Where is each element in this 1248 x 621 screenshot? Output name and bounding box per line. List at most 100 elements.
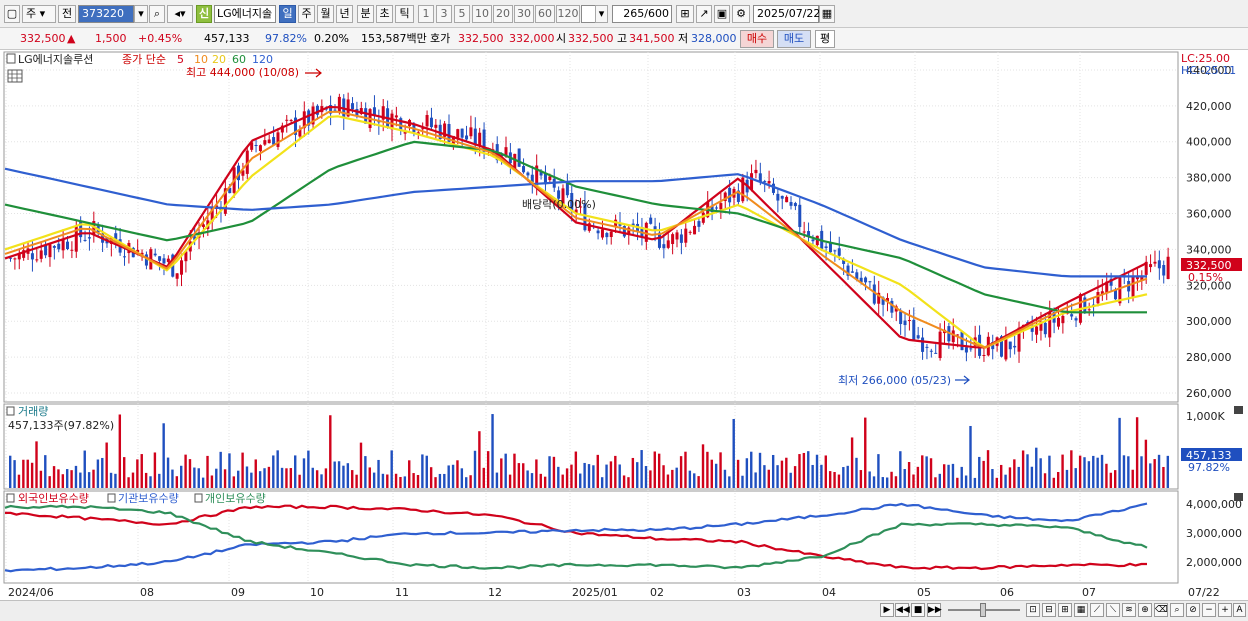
period-week-button[interactable]: 주 <box>298 5 315 23</box>
volume-bar <box>587 464 591 488</box>
institution-toggle-icon[interactable] <box>107 493 116 503</box>
gear-icon[interactable]: ⚙ <box>732 5 750 23</box>
draw-fibo-icon[interactable]: ≋ <box>1122 603 1136 617</box>
candle-body <box>864 277 868 283</box>
min-10-button[interactable]: 10 <box>472 5 492 23</box>
min-3-button[interactable]: 3 <box>436 5 452 23</box>
credit-badge: 신 <box>196 5 212 23</box>
period-month-button[interactable]: 월 <box>317 5 334 23</box>
candle-type-icon[interactable]: ⊞ <box>676 5 694 23</box>
draw-line-icon[interactable]: ⟋ <box>1090 603 1104 617</box>
font-size-icon[interactable]: A <box>1233 603 1246 617</box>
price-y-tick: 280,000 <box>1186 351 1232 364</box>
fast-forward-icon[interactable]: ▶▶ <box>927 603 942 617</box>
zoom-slider-handle[interactable] <box>980 603 986 617</box>
reset-icon[interactable]: ⊘ <box>1186 603 1200 617</box>
volume-bar <box>412 473 415 488</box>
volume-bar <box>1061 454 1064 488</box>
minus-icon[interactable]: − <box>1202 603 1216 617</box>
min-20-button[interactable]: 20 <box>493 5 513 23</box>
volume-bar <box>728 476 731 488</box>
prev-button[interactable]: 전 <box>58 5 76 23</box>
min-120-button[interactable]: 120 <box>556 5 580 23</box>
candle-body <box>429 117 433 128</box>
individual-toggle-icon[interactable] <box>194 493 203 503</box>
count-field[interactable]: 265/600 <box>612 5 672 23</box>
chart-area[interactable]: 440,000 420,000 400,000 380,000 360,000 340,0… <box>0 50 1248 600</box>
code-input[interactable]: 373220 <box>78 5 134 23</box>
scroll-right-icon[interactable]: ▶ <box>880 603 894 617</box>
panel-toggle-icon[interactable] <box>6 53 16 64</box>
x-axis-tick: 09 <box>231 586 245 599</box>
buy-button[interactable]: 매수 <box>740 30 774 48</box>
min-30-button[interactable]: 30 <box>514 5 534 23</box>
volume-bar <box>666 474 670 488</box>
sell-button[interactable]: 매도 <box>777 30 811 48</box>
draw-tool-icon[interactable]: ↗ <box>696 5 712 23</box>
magnifier-icon[interactable]: ⌕ <box>1170 603 1184 617</box>
min-1-button[interactable]: 1 <box>418 5 434 23</box>
period-minute-button[interactable]: 분 <box>357 5 374 23</box>
draw-cross-icon[interactable]: ⊕ <box>1138 603 1152 617</box>
price-change: 1,500 <box>95 32 127 45</box>
volume-bar <box>758 452 762 488</box>
candle-body <box>1100 291 1104 295</box>
period-second-button[interactable]: 초 <box>376 5 393 23</box>
volume-bar <box>302 458 306 488</box>
period-year-button[interactable]: 년 <box>336 5 353 23</box>
candle-body <box>789 202 793 206</box>
x-axis-tick: 2024/06 <box>8 586 54 599</box>
min-5-button[interactable]: 5 <box>454 5 470 23</box>
candle-body <box>9 257 12 259</box>
volume-bar <box>44 455 47 488</box>
volume-toggle-icon[interactable] <box>6 406 15 416</box>
stop-icon[interactable]: ■ <box>911 603 925 617</box>
volume-bar <box>807 451 810 488</box>
min-60-button[interactable]: 60 <box>535 5 555 23</box>
layout-3-icon[interactable]: ⊞ <box>1058 603 1072 617</box>
period-day-button[interactable]: 일 <box>279 5 296 23</box>
volume-bar <box>1144 439 1148 488</box>
holding-close-icon[interactable] <box>1234 493 1243 501</box>
plus-icon[interactable]: + <box>1218 603 1232 617</box>
volume-bar <box>622 475 626 488</box>
volume-bar <box>877 454 880 488</box>
layout-1-icon[interactable]: ⊡ <box>1026 603 1040 617</box>
candle-body <box>565 183 569 196</box>
zoom-out-icon[interactable]: ◀◀ <box>895 603 910 617</box>
draw-eraser-icon[interactable]: ⌫ <box>1154 603 1168 617</box>
volume-bar <box>9 455 12 488</box>
volume-bar <box>732 418 735 488</box>
volume-bar <box>899 451 902 488</box>
volume-close-icon[interactable] <box>1234 406 1243 414</box>
candle-body <box>298 129 302 137</box>
ma-line-10 <box>4 110 1148 349</box>
volume-bar <box>123 457 126 488</box>
market-select[interactable]: 주 ▾ <box>22 5 56 23</box>
eval-button[interactable]: 평 <box>815 30 835 48</box>
save-icon[interactable]: ▣ <box>714 5 730 23</box>
candle-body <box>443 123 447 137</box>
stock-chart[interactable]: 440,000 420,000 400,000 380,000 360,000 340,0… <box>0 50 1248 600</box>
window-menu-icon[interactable]: ▢ <box>4 5 20 23</box>
code-dropdown-icon[interactable]: ▾ <box>134 5 148 23</box>
table-grid-icon[interactable] <box>7 69 23 83</box>
volume-bar <box>1157 454 1161 488</box>
speaker-icon[interactable]: ◂▾ <box>167 5 193 23</box>
date-input[interactable]: 2025/07/22 <box>753 5 820 23</box>
volume-bar <box>250 472 253 488</box>
candle-body <box>754 169 758 174</box>
draw-trend-icon[interactable]: ⟍ <box>1106 603 1120 617</box>
search-icon[interactable]: ⌕ <box>149 5 165 23</box>
layout-4-icon[interactable]: ▦ <box>1074 603 1088 617</box>
x-axis-tick: 07/22 <box>1188 586 1220 599</box>
volume-bar <box>1153 459 1156 488</box>
volume-bar <box>101 457 104 488</box>
volume-bar <box>1127 456 1130 488</box>
holding-toggle-icon[interactable] <box>6 493 15 503</box>
period-tick-button[interactable]: 틱 <box>395 5 414 23</box>
volume-bar <box>13 460 16 488</box>
minute-dropdown-icon[interactable]: ▾ <box>595 5 608 23</box>
layout-2-icon[interactable]: ⊟ <box>1042 603 1056 617</box>
calendar-icon[interactable]: ▦ <box>819 5 835 23</box>
